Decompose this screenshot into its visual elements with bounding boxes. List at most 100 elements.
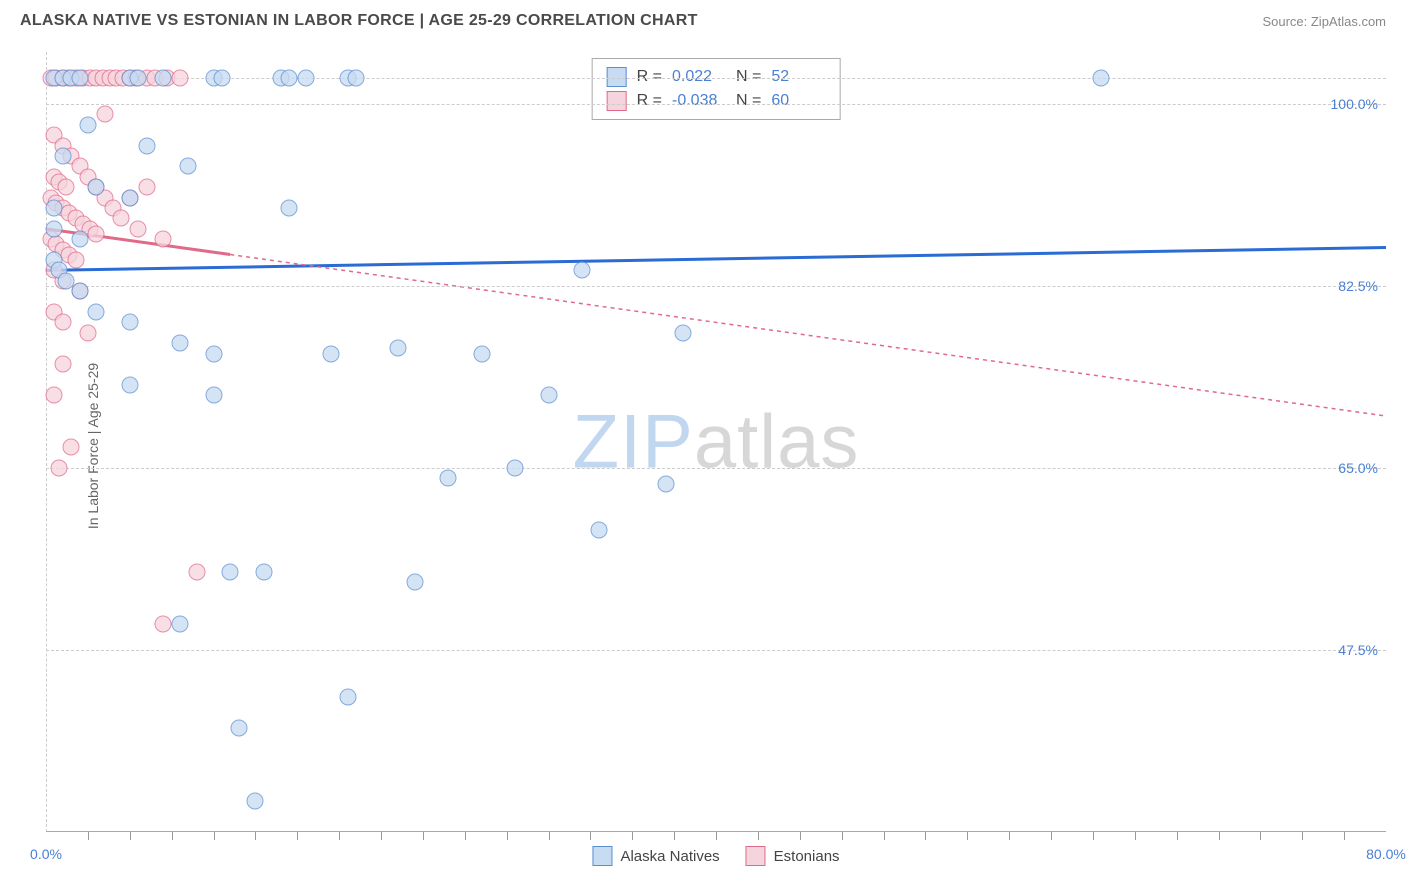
data-point — [138, 179, 155, 196]
gridline — [46, 78, 1386, 79]
data-point — [155, 231, 172, 248]
gridline — [46, 104, 1386, 105]
legend-swatch — [607, 91, 627, 111]
data-point — [79, 324, 96, 341]
data-point — [113, 210, 130, 227]
x-tick — [381, 832, 382, 840]
x-tick — [884, 832, 885, 840]
data-point — [121, 189, 138, 206]
x-tick — [1177, 832, 1178, 840]
r-label: R = — [637, 92, 662, 110]
data-point — [473, 345, 490, 362]
x-tick — [465, 832, 466, 840]
data-point — [58, 179, 75, 196]
data-point — [172, 616, 189, 633]
x-tick — [632, 832, 633, 840]
watermark: ZIPatlas — [573, 399, 860, 486]
data-point — [54, 148, 71, 165]
x-tick — [255, 832, 256, 840]
data-point — [130, 70, 147, 87]
x-tick — [716, 832, 717, 840]
data-point — [121, 314, 138, 331]
n-value: 52 — [771, 68, 825, 86]
data-point — [230, 720, 247, 737]
data-point — [322, 345, 339, 362]
x-tick — [1344, 832, 1345, 840]
data-point — [297, 70, 314, 87]
x-tick — [967, 832, 968, 840]
correlation-stats-box: R =0.022N =52R =-0.038N =60 — [592, 58, 841, 120]
x-tick — [549, 832, 550, 840]
data-point — [213, 70, 230, 87]
y-tick-label: 47.5% — [1338, 642, 1378, 658]
y-tick-label: 65.0% — [1338, 460, 1378, 476]
data-point — [88, 226, 105, 243]
data-point — [71, 231, 88, 248]
chart-title: ALASKA NATIVE VS ESTONIAN IN LABOR FORCE… — [20, 12, 698, 30]
x-tick — [1051, 832, 1052, 840]
x-tick — [507, 832, 508, 840]
x-tick — [1093, 832, 1094, 840]
x-tick — [925, 832, 926, 840]
data-point — [54, 356, 71, 373]
legend-item: Alaska Natives — [592, 846, 719, 866]
x-tick — [297, 832, 298, 840]
data-point — [71, 283, 88, 300]
x-tick — [339, 832, 340, 840]
gridline — [46, 468, 1386, 469]
data-point — [68, 252, 85, 269]
data-point — [339, 688, 356, 705]
data-point — [138, 137, 155, 154]
data-point — [46, 387, 63, 404]
x-tick — [1302, 832, 1303, 840]
x-tick — [1219, 832, 1220, 840]
x-tick — [1009, 832, 1010, 840]
data-point — [188, 564, 205, 581]
x-tick-label: 0.0% — [30, 846, 62, 862]
legend: Alaska Natives Estonians — [592, 846, 839, 866]
data-point — [51, 460, 68, 477]
x-tick — [800, 832, 801, 840]
legend-swatch — [592, 846, 612, 866]
stats-row: R =0.022N =52 — [607, 65, 826, 89]
data-point — [657, 475, 674, 492]
x-tick — [1135, 832, 1136, 840]
data-point — [130, 220, 147, 237]
data-point — [155, 70, 172, 87]
data-point — [205, 387, 222, 404]
x-tick — [1260, 832, 1261, 840]
data-point — [507, 460, 524, 477]
trendlines-svg — [46, 52, 1386, 832]
legend-item: Estonians — [746, 846, 840, 866]
data-point — [155, 616, 172, 633]
r-value: -0.038 — [672, 92, 726, 110]
y-tick-label: 82.5% — [1338, 278, 1378, 294]
data-point — [280, 70, 297, 87]
x-tick — [172, 832, 173, 840]
data-point — [46, 220, 63, 237]
n-label: N = — [736, 92, 761, 110]
data-point — [205, 345, 222, 362]
legend-label: Estonians — [774, 848, 840, 865]
x-tick — [214, 832, 215, 840]
legend-label: Alaska Natives — [620, 848, 719, 865]
chart-area: ZIPatlas R =0.022N =52R =-0.038N =60 47.… — [46, 52, 1386, 832]
data-point — [347, 70, 364, 87]
data-point — [590, 522, 607, 539]
data-point — [440, 470, 457, 487]
data-point — [88, 179, 105, 196]
data-point — [1093, 70, 1110, 87]
data-point — [247, 792, 264, 809]
gridline — [46, 286, 1386, 287]
n-label: N = — [736, 68, 761, 86]
data-point — [54, 314, 71, 331]
data-point — [180, 158, 197, 175]
data-point — [280, 200, 297, 217]
data-point — [63, 439, 80, 456]
y-tick-label: 100.0% — [1331, 96, 1378, 112]
n-value: 60 — [771, 92, 825, 110]
x-tick — [842, 832, 843, 840]
x-tick — [674, 832, 675, 840]
source-attribution: Source: ZipAtlas.com — [1262, 14, 1386, 29]
x-tick — [423, 832, 424, 840]
